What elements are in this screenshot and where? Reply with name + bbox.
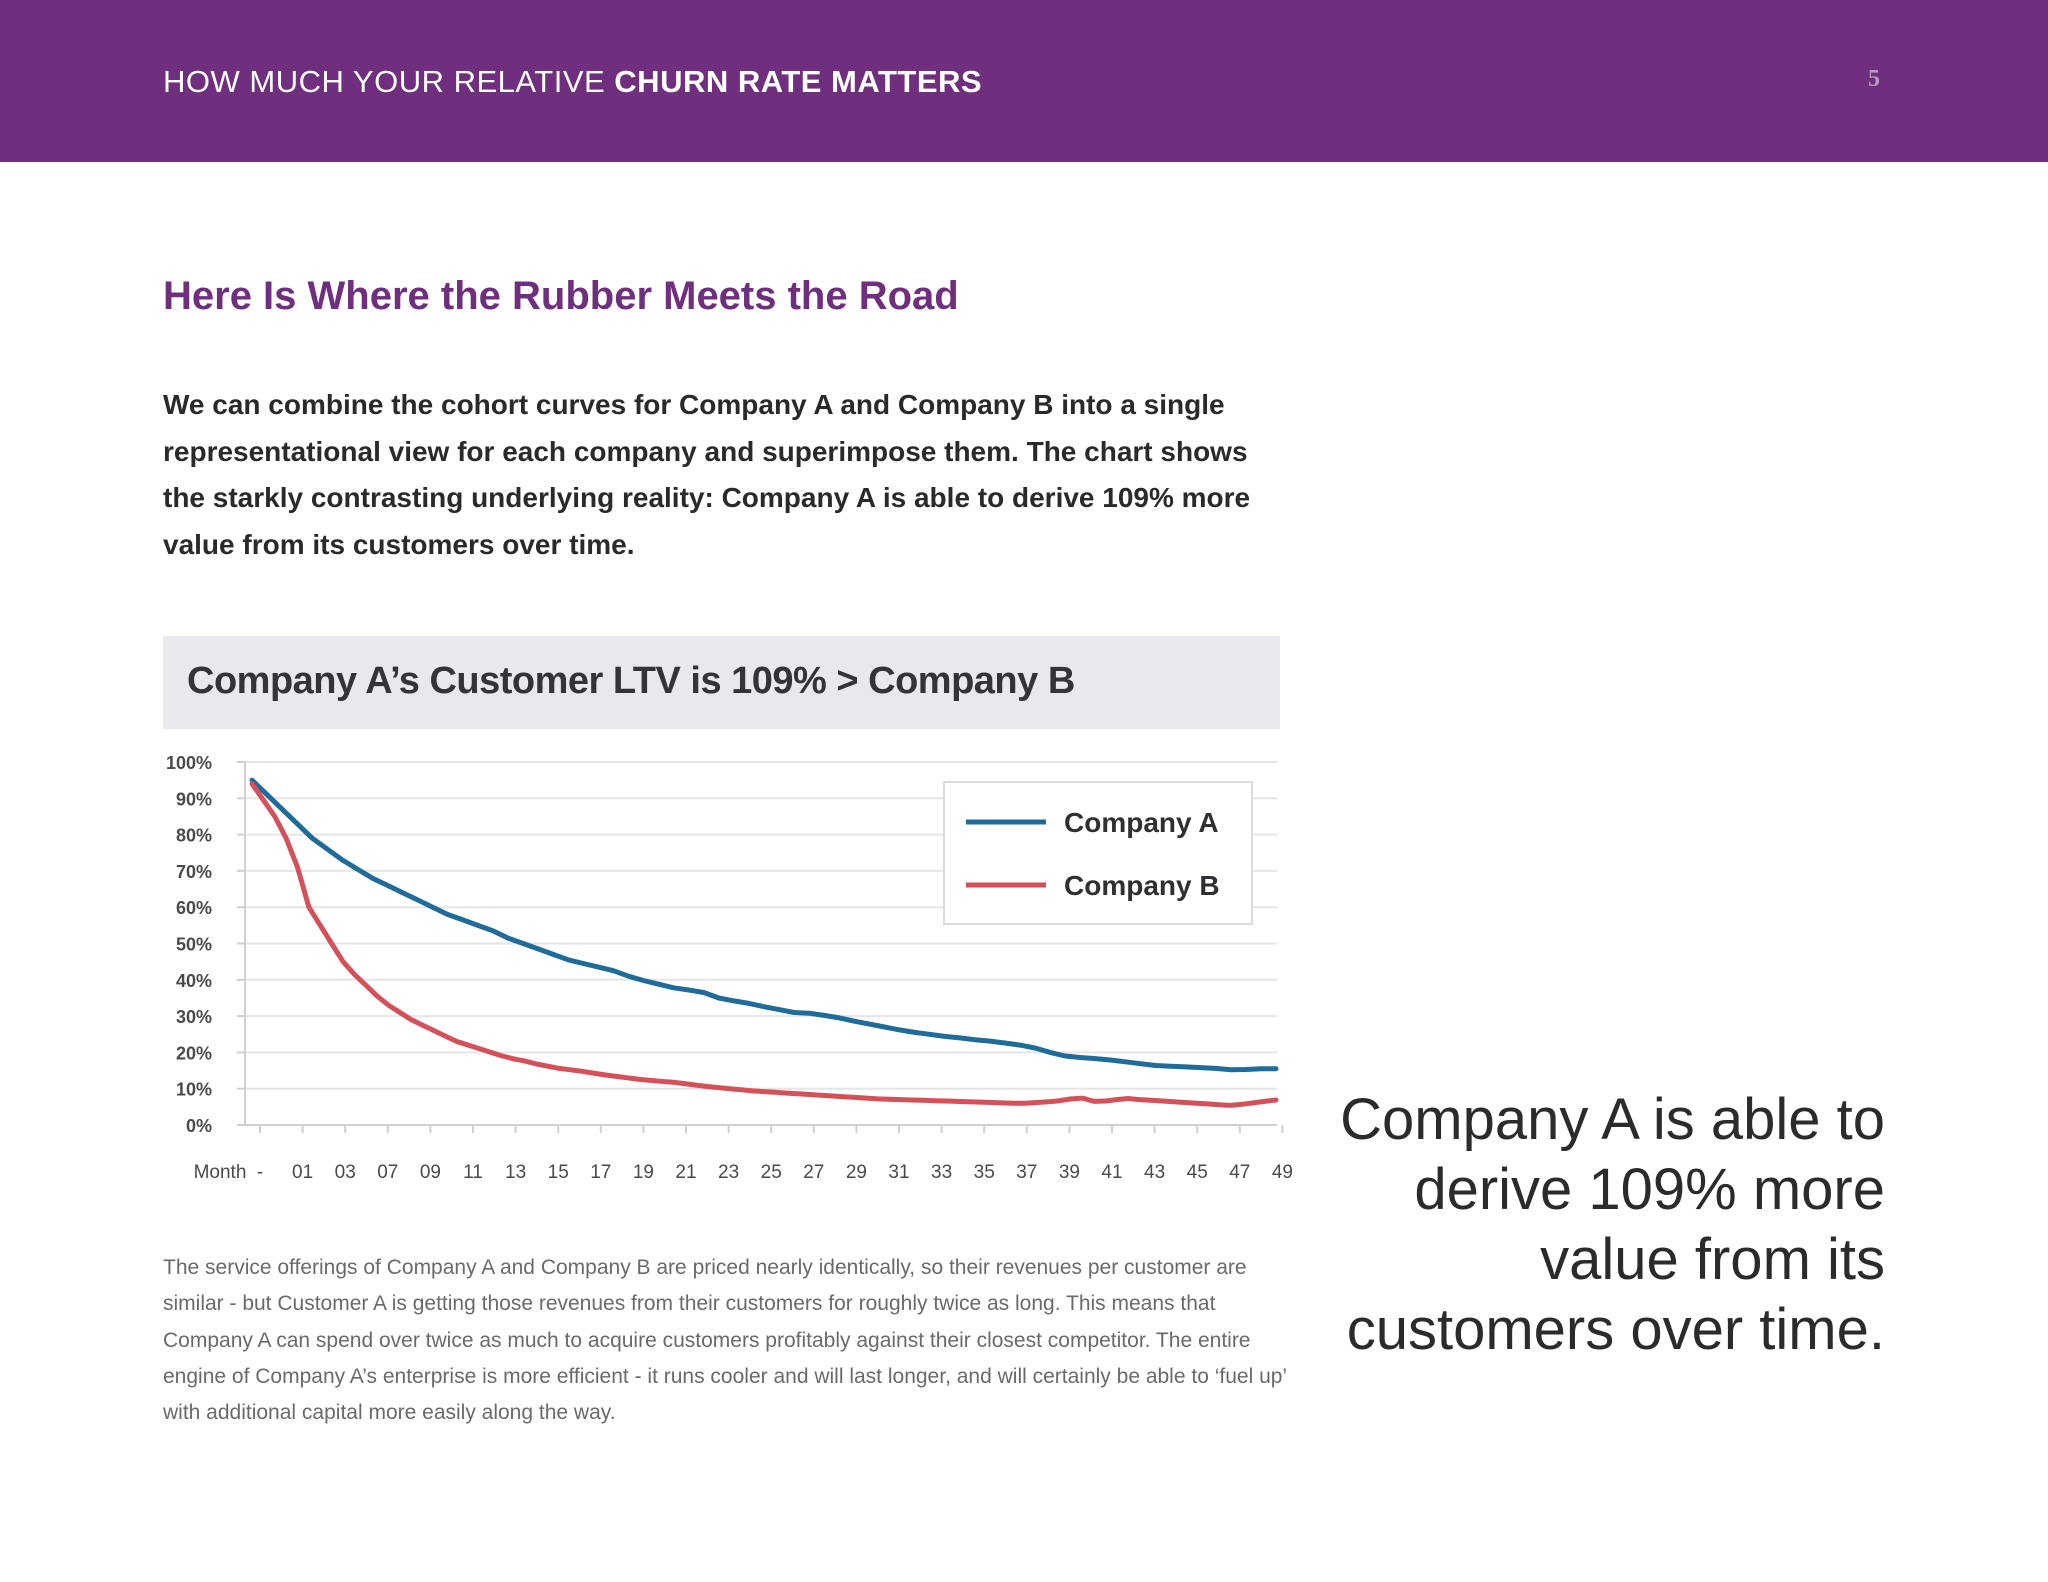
header-title-normal: HOW MUCH YOUR RELATIVE: [163, 64, 615, 99]
chart-series: [249, 777, 1279, 1108]
x-tick-label: 29: [846, 1162, 867, 1183]
x-tick-label: 11: [463, 1162, 483, 1183]
x-tick-label: 07: [377, 1162, 398, 1183]
header-bar: HOW MUCH YOUR RELATIVE CHURN RATE MATTER…: [0, 0, 2048, 162]
x-tick-label: 23: [718, 1162, 739, 1183]
ltv-line-chart: 0% 10% 20% 30% 40% 50% 60% 70% 80% 90% 100% Month - 0…: [166, 753, 1293, 1183]
x-tick-label: 25: [761, 1162, 782, 1183]
x-tick-label: 35: [974, 1162, 995, 1183]
intro-paragraph: We can combine the cohort curves for Com…: [163, 389, 1251, 560]
y-tick-label: 50%: [176, 935, 212, 955]
y-tick-label: 10%: [176, 1080, 212, 1100]
y-tick-label: 60%: [176, 898, 212, 918]
y-tick-label: 80%: [176, 826, 212, 846]
x-axis-title: Month: [194, 1162, 247, 1183]
x-tick-label: 27: [803, 1162, 824, 1183]
x-tick-label: 37: [1016, 1162, 1037, 1183]
y-tick-label: 90%: [176, 789, 212, 809]
x-tick-label: 09: [420, 1162, 441, 1183]
body-paragraph: The service offerings of Company A and C…: [163, 1256, 1287, 1425]
legend-box: [943, 781, 1253, 925]
x-tick-label: 39: [1059, 1162, 1080, 1183]
x-tick-label: -: [257, 1162, 263, 1183]
x-tick-label: 13: [505, 1162, 526, 1183]
x-tick-label: 21: [675, 1162, 696, 1183]
x-tick-label: 47: [1229, 1162, 1250, 1183]
legend-label-company-b: Company B: [1064, 870, 1220, 901]
series-line-company-a: [249, 777, 1279, 1073]
y-tick-label: 20%: [176, 1043, 212, 1063]
x-tick-label: 49: [1272, 1162, 1293, 1183]
x-tick-label: 19: [633, 1162, 654, 1183]
series-line-company-b: [249, 781, 1279, 1108]
chart-legend: Company A Company B: [943, 781, 1253, 925]
header-title: HOW MUCH YOUR RELATIVE CHURN RATE MATTER…: [163, 64, 982, 100]
y-tick-label: 70%: [176, 862, 212, 882]
x-tick-label: 41: [1101, 1162, 1122, 1183]
x-tick-label: 15: [548, 1162, 569, 1183]
chart-axes: 0% 10% 20% 30% 40% 50% 60% 70% 80% 90% 100% Month - 0…: [166, 753, 1293, 1183]
callout-quote: Company A is able to derive 109% more va…: [1340, 1087, 1885, 1362]
y-tick-label: 30%: [176, 1007, 212, 1027]
x-tick-label: 33: [931, 1162, 952, 1183]
x-tick-label: 01: [292, 1162, 313, 1183]
x-tick-label: 45: [1187, 1162, 1208, 1183]
page-number: 5: [1868, 66, 1880, 92]
x-tick-label: 03: [335, 1162, 356, 1183]
x-tick-label: 43: [1144, 1162, 1165, 1183]
x-tick-label: 17: [590, 1162, 611, 1183]
section-heading: Here Is Where the Rubber Meets the Road: [163, 274, 959, 318]
y-tick-label: 100%: [166, 753, 212, 773]
chart-title: Company A’s Customer LTV is 109% > Compa…: [187, 660, 1075, 702]
x-tick-label: 31: [888, 1162, 909, 1183]
y-tick-label: 40%: [176, 971, 212, 991]
chart-title-box: Company A’s Customer LTV is 109% > Compa…: [163, 636, 1280, 729]
header-title-strong: CHURN RATE MATTERS: [614, 64, 983, 99]
y-tick-label: 0%: [186, 1116, 212, 1136]
legend-label-company-a: Company A: [1064, 807, 1219, 838]
